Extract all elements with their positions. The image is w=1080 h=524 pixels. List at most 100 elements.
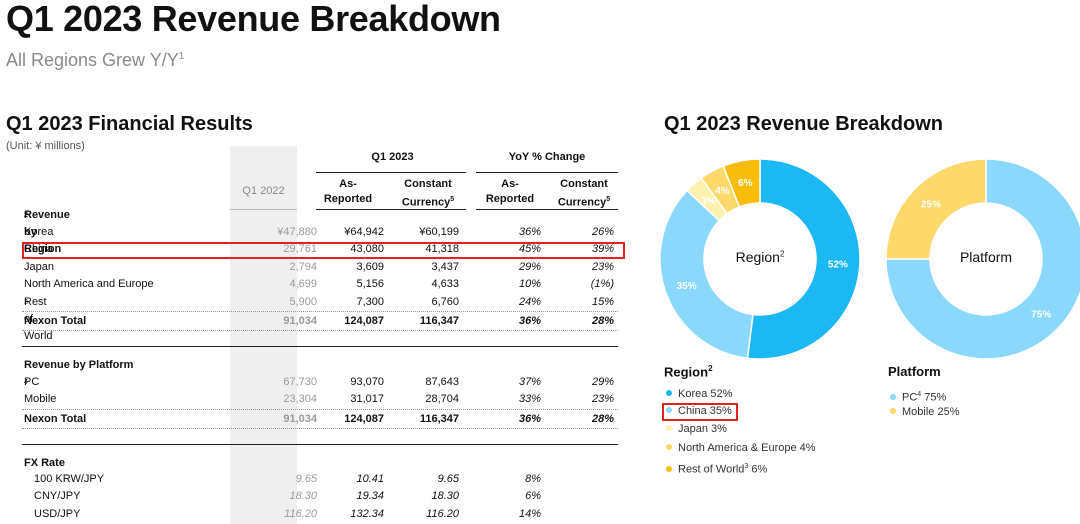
header-constant-line1: Constant (404, 178, 452, 190)
row-label: Japan (24, 261, 54, 273)
cell-constant: ¥60,199 (419, 226, 459, 238)
row-label-text: PC (24, 376, 40, 388)
legend-item-rest-of-world: Rest of World3 6% (666, 459, 767, 476)
region-legend-title-note: 2 (708, 364, 713, 373)
row-label: Mobile (24, 393, 57, 405)
legend-dot (666, 407, 672, 414)
donut-slice-mobile (885, 158, 987, 260)
donut-data-label: 35% (677, 281, 697, 292)
fx-section-heading: FX Rate (22, 455, 622, 472)
cell-as-reported: 3,609 (356, 261, 384, 273)
header-rule (476, 172, 618, 173)
section-divider (22, 444, 618, 445)
region-center-text: Region (735, 249, 780, 265)
section-divider (22, 346, 618, 347)
table-total-row: Nexon Total 91,034 124,087 116,347 36% 2… (22, 313, 622, 330)
section-label-text: Revenue by Region (24, 209, 70, 255)
page-subtitle: All Regions Grew Y/Y1 (6, 50, 184, 71)
table-row: China 29,761 43,080 41,318 45% 39% (22, 241, 622, 258)
header-as-reported: As- Reported (316, 177, 380, 207)
cell-constant: 18.30 (431, 490, 459, 502)
cell-q1-2022: 2,794 (289, 261, 317, 273)
cell-q1-2022: 91,034 (283, 413, 317, 425)
cell-yoy-reported: 24% (518, 296, 541, 308)
row-label: PC 4 (24, 374, 39, 395)
cell-constant: 3,437 (431, 261, 459, 273)
legend-item-japan: Japan 3% (666, 422, 727, 437)
row-label: CNY/JPY (34, 490, 81, 502)
cell-q1-2022: 9.65 (295, 473, 317, 485)
header-underline (476, 209, 618, 210)
cell-constant: 9.65 (437, 473, 459, 485)
header-constant-note: 5 (450, 196, 455, 203)
cell-yoy-constant: 15% (591, 296, 614, 308)
cell-as-reported: 10.41 (356, 473, 384, 485)
cell-constant: 116.20 (426, 508, 459, 520)
legend-text: Korea 52% (678, 388, 733, 400)
donut-data-label: 25% (921, 199, 941, 210)
cell-yoy-reported: 36% (518, 226, 541, 238)
legend-dot (890, 393, 896, 400)
row-label-note: 3 (24, 299, 28, 306)
section-label-note: 2 (24, 212, 28, 219)
header-yoy-constant: Constant Currency5 (548, 177, 620, 211)
legend-dot (890, 408, 896, 415)
cell-as-reported: 124,087 (344, 315, 384, 327)
header-yoy-as-reported-line2: Reported (485, 193, 535, 205)
cell-q1-2022: 29,761 (283, 243, 317, 255)
row-label: Korea (24, 226, 54, 238)
cell-yoy-reported: 10% (518, 278, 541, 290)
region-section-heading: Revenue by Region 2 (22, 207, 622, 255)
row-label: 100 KRW/JPY (34, 473, 105, 485)
header-yoy-as-reported: As- Reported (477, 177, 543, 207)
legend-item-north-america-europe: North America & Europe 4% (666, 441, 816, 456)
subtotal-rule (22, 311, 618, 312)
row-label: Nexon Total (24, 315, 87, 327)
cell-constant: 116,347 (419, 315, 459, 327)
cell-q1-2022: 23,304 (283, 393, 317, 405)
header-constant-currency: Constant Currency5 (390, 177, 466, 211)
legend-dot (666, 465, 672, 472)
breakdown-title: Q1 2023 Revenue Breakdown (664, 113, 944, 135)
page-title: Q1 2023 Revenue Breakdown (6, 0, 501, 39)
header-yoy: YoY % Change (508, 151, 586, 163)
table-row: Mobile 23,304 31,017 28,704 33% 23% (22, 391, 622, 408)
header-constant-line2: Currency (401, 196, 451, 209)
header-yoy-constant-note: 5 (606, 196, 611, 203)
subtitle-text: All Regions Grew Y/Y (6, 50, 179, 70)
row-label: China (24, 243, 53, 255)
legend-text: PC (902, 391, 918, 404)
cell-yoy-reported: 8% (525, 473, 541, 485)
cell-yoy-reported: 36% (518, 315, 541, 327)
total-rule (22, 428, 618, 429)
table-row: PC 4 67,730 93,070 87,643 37% 29% (22, 374, 622, 391)
cell-q1-2022: 4,699 (289, 278, 317, 290)
donut-data-label: 52% (828, 259, 848, 270)
cell-constant: 116,347 (419, 413, 459, 425)
table-row: 100 KRW/JPY 9.65 10.41 9.65 8% (22, 471, 622, 488)
section-label: FX Rate (24, 457, 65, 469)
cell-yoy-reported: 45% (518, 243, 541, 255)
china-row-highlight (22, 242, 625, 259)
donut-data-label: 6% (738, 178, 753, 189)
cell-as-reported: 124,087 (344, 413, 384, 425)
legend-dot (666, 425, 672, 432)
legend-item-china: China 35% (666, 404, 732, 419)
legend-note: 3 (744, 463, 749, 470)
cell-yoy-reported: 37% (518, 376, 541, 388)
section-label: Revenue by Region 2 (24, 207, 70, 255)
cell-yoy-constant: 29% (591, 376, 614, 388)
cell-yoy-constant: 28% (591, 315, 614, 327)
legend-item-pc: PC4 75% (890, 387, 946, 404)
platform-legend-title: Platform (888, 364, 941, 379)
platform-donut-center-label: Platform (959, 249, 1013, 265)
legend-item-mobile: Mobile 25% (890, 405, 959, 420)
row-label: North America and Europe (24, 278, 154, 290)
cell-q1-2022: 5,900 (289, 296, 317, 308)
cell-yoy-constant: 39% (591, 243, 614, 255)
region-center-note: 2 (779, 249, 785, 259)
cell-yoy-reported: 33% (518, 393, 541, 405)
legend-text: Mobile 25% (902, 406, 960, 418)
donut-slice-korea (746, 158, 861, 360)
